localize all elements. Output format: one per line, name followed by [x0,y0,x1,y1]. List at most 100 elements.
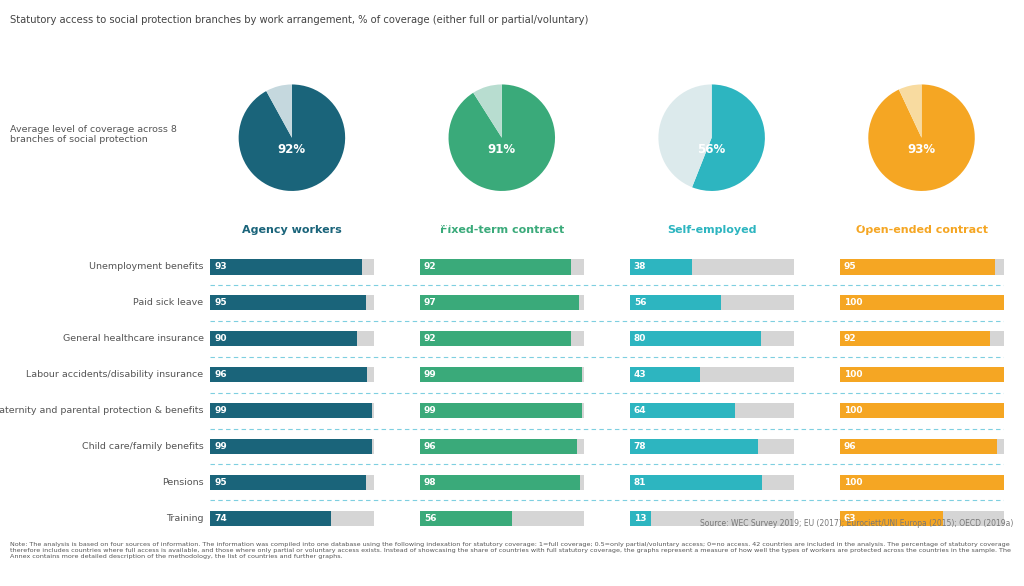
Bar [840,367,1004,382]
Bar [210,403,373,418]
Text: 92%: 92% [278,143,306,156]
Text: 96: 96 [424,442,436,451]
Bar [630,475,763,490]
Text: 95: 95 [214,298,226,308]
Bar [630,367,794,382]
Bar [630,511,794,526]
Text: Pensions: Pensions [162,478,204,487]
Bar [630,403,794,418]
Text: 100: 100 [844,298,862,308]
Bar [420,295,579,311]
Bar [420,331,584,346]
Bar [210,260,362,274]
Text: General healthcare insurance: General healthcare insurance [62,334,204,343]
Bar [420,475,581,490]
Text: Source: WEC Survey 2019; EU (2017); Eurociett/UNI Europa (2015); OECD (2019a): Source: WEC Survey 2019; EU (2017); Euro… [700,519,1014,527]
Text: 63: 63 [844,514,856,523]
Bar [840,439,997,454]
Text: 100: 100 [844,406,862,415]
Bar [420,439,578,454]
Wedge shape [239,84,345,191]
Bar [840,295,1004,311]
Text: 96: 96 [214,370,226,379]
Bar [210,295,374,311]
Text: 78: 78 [634,442,646,451]
Wedge shape [658,84,712,187]
Text: 99: 99 [214,442,226,451]
Bar [630,511,651,526]
Text: Paid sick leave: Paid sick leave [133,298,204,308]
Bar [630,403,734,418]
Wedge shape [266,84,292,138]
Text: 56: 56 [424,514,436,523]
Bar [630,439,794,454]
Bar [210,260,374,274]
Text: 95: 95 [214,478,226,487]
Text: 92: 92 [424,334,436,343]
Bar [420,331,570,346]
Bar [840,260,1004,274]
Text: 56%: 56% [630,218,660,231]
Bar [840,331,1004,346]
Text: 100: 100 [844,478,862,487]
Text: 99: 99 [214,406,226,415]
Bar [420,260,570,274]
Text: 43: 43 [634,370,646,379]
Text: 56%: 56% [697,143,726,156]
Bar [420,403,582,418]
Bar [420,367,582,382]
Bar [840,439,1004,454]
Bar [420,475,584,490]
Text: Training: Training [166,514,204,523]
Text: 64: 64 [634,406,646,415]
Bar [210,367,368,382]
Text: 93: 93 [214,263,226,271]
Bar [210,439,374,454]
Text: 97: 97 [424,298,436,308]
Text: 81: 81 [634,478,646,487]
Text: 100: 100 [844,370,862,379]
Text: 92%: 92% [210,218,241,231]
Text: 74: 74 [214,514,226,523]
Text: 80: 80 [634,334,646,343]
Text: 91%: 91% [487,143,516,156]
Bar [840,475,1004,490]
Bar [630,295,722,311]
Text: 95: 95 [844,263,856,271]
Bar [210,331,374,346]
Text: 92: 92 [844,334,856,343]
Bar [210,439,373,454]
Text: Child care/family benefits: Child care/family benefits [82,442,204,451]
Bar [210,511,374,526]
Text: 99: 99 [424,406,436,415]
Text: 38: 38 [634,263,646,271]
Text: 91%: 91% [420,218,451,231]
Text: 98: 98 [424,478,436,487]
Bar [840,403,1004,418]
Text: Note: The analysis is based on four sources of information. The information was : Note: The analysis is based on four sour… [10,542,1012,558]
Text: 99: 99 [424,370,436,379]
Bar [630,367,700,382]
Bar [630,439,758,454]
Bar [840,403,1004,418]
Bar [840,511,943,526]
Bar [210,367,374,382]
Wedge shape [868,84,975,191]
Text: Average level of coverage across 8
branches of social protection: Average level of coverage across 8 branc… [10,125,177,145]
Bar [210,511,331,526]
Bar [210,403,374,418]
Text: Self-employed: Self-employed [667,225,757,235]
Bar [840,511,1004,526]
Bar [420,295,584,311]
Text: 93%: 93% [840,218,869,231]
Text: 93%: 93% [907,143,936,156]
Bar [210,295,366,311]
Text: Open-ended contract: Open-ended contract [855,225,987,235]
Bar [420,403,584,418]
Bar [630,331,761,346]
Text: Labour accidents/disability insurance: Labour accidents/disability insurance [27,370,204,379]
Bar [210,331,357,346]
Bar [840,367,1004,382]
Text: 13: 13 [634,514,646,523]
Text: Agency workers: Agency workers [242,225,342,235]
